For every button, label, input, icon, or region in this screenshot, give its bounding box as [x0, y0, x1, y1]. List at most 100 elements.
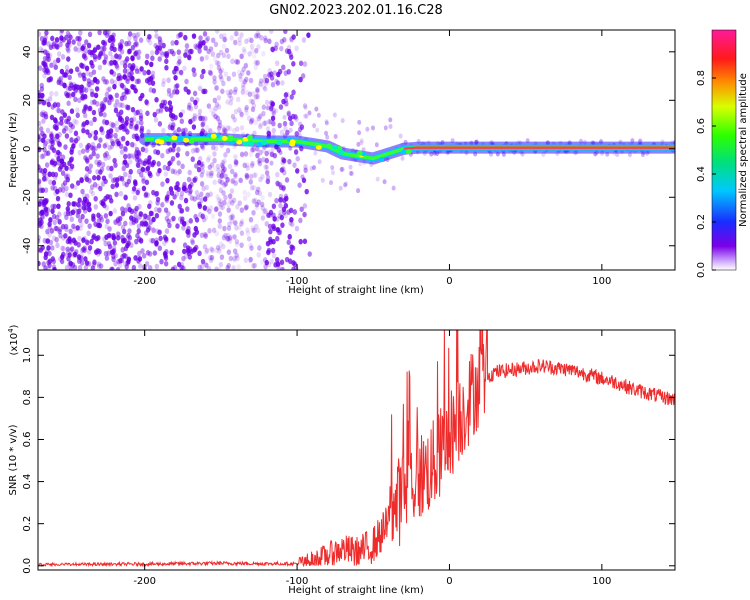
spectrogram-cell	[263, 37, 268, 44]
spectrogram-cell	[240, 70, 245, 76]
spectrogram-cell	[214, 85, 220, 91]
spectrogram-cell	[173, 65, 179, 72]
spectrogram-cell	[275, 235, 280, 242]
spectrogram-cell	[344, 181, 349, 187]
spectrogram-cell	[85, 70, 90, 76]
spectrogram-cell	[291, 89, 296, 96]
spectrogram-cell	[251, 53, 257, 59]
spectrogram-cell	[89, 238, 94, 245]
spectrogram-cell	[256, 227, 261, 234]
spectrogram-cell	[221, 43, 227, 50]
spectrogram-cell	[114, 120, 120, 127]
spectrogram-cell	[274, 60, 280, 66]
spectrogram-cell	[38, 234, 41, 241]
spectrogram-cell	[244, 38, 249, 45]
spectrogram-cell	[154, 237, 159, 243]
spectrogram-cell	[255, 152, 260, 159]
spectrogram-cell	[191, 33, 197, 39]
spectrogram-cell	[116, 258, 121, 265]
spectrogram-cell	[55, 133, 60, 140]
spectrogram-cell	[130, 106, 136, 113]
spectrogram-cell	[250, 98, 255, 105]
spectrogram-cell	[68, 157, 74, 163]
spectrogram-cell	[43, 254, 48, 261]
spectrogram-cell	[48, 239, 54, 246]
spectrogram-cell	[239, 242, 244, 248]
spectrogram-cell	[60, 170, 66, 176]
spectrogram-cell	[256, 159, 261, 165]
spectrogram-cell	[202, 243, 208, 250]
spectrogram-cell	[237, 200, 242, 206]
spectrogram-cell	[276, 229, 282, 236]
spectrogram-cell	[217, 119, 222, 125]
spectrogram-cell	[255, 146, 260, 152]
spectrogram-cell	[235, 203, 240, 210]
spectrogram-cell	[289, 54, 294, 60]
spectrogram-cell	[356, 141, 361, 147]
spectrogram-cell	[67, 42, 72, 49]
spectrogram-cell	[126, 153, 132, 160]
spectrogram-cell	[94, 159, 99, 165]
spectrogram-cell	[216, 95, 222, 101]
spectrogram-cell	[130, 44, 136, 51]
spectrogram-cell	[210, 51, 216, 57]
spectrogram-cell	[218, 68, 223, 75]
spectrogram-cell	[293, 114, 298, 120]
spectrogram-cell	[184, 187, 189, 194]
spectrogram-cell	[55, 107, 60, 114]
spectrogram-cell	[77, 72, 83, 79]
spectrogram-cell	[267, 38, 272, 45]
spectrogram-cell	[87, 223, 92, 229]
spectrogram-cell	[99, 125, 104, 132]
spectrogram-cell	[274, 108, 279, 114]
spectrogram-cell	[102, 45, 107, 52]
y-tick-label: 0.6	[22, 432, 33, 448]
spectrogram-cell	[214, 101, 220, 108]
spectrogram-cell	[148, 39, 153, 46]
spectrogram-cell	[278, 149, 283, 155]
spectrogram-cell	[187, 184, 193, 190]
spectrogram-cell	[185, 206, 190, 212]
spectrogram-cell	[186, 228, 191, 235]
spectrogram-cell	[231, 71, 237, 78]
spectrogram-cell	[82, 192, 87, 199]
spectrogram-cell	[256, 186, 261, 193]
spectrogram-cell	[325, 134, 330, 140]
spectrogram-cell	[192, 177, 197, 183]
spectrogram-cell	[214, 230, 219, 237]
spectrogram-cell	[85, 129, 90, 135]
spectrogram-cell	[140, 146, 146, 153]
spectrogram-cell	[183, 34, 188, 41]
spectrogram-cell	[212, 55, 218, 62]
spectrogram-cell	[67, 261, 72, 268]
x-tick-label: 0	[446, 576, 452, 587]
spectrogram-cell	[220, 160, 225, 166]
spectrogram-cell	[122, 68, 128, 74]
spectrogram-cell	[340, 118, 345, 124]
spectrogram-cell	[87, 178, 92, 184]
spectrogram-cell	[102, 152, 108, 159]
spectrogram-cell	[41, 153, 46, 159]
spectrogram-cell	[110, 140, 116, 147]
spectrogram-cell	[100, 45, 105, 52]
spectrogram-cell	[91, 234, 96, 241]
spectrogram-cell	[286, 239, 291, 246]
spectrogram-cell	[225, 232, 231, 239]
spectrogram-cell	[249, 43, 255, 50]
spectrogram-cell	[255, 30, 260, 37]
spectrogram-cell	[50, 208, 55, 214]
spectrogram-cell	[124, 40, 129, 47]
spectrogram-cell	[255, 152, 260, 159]
spectrogram-cell	[133, 180, 138, 187]
spectrogram-cell	[171, 237, 176, 243]
spectrogram-cell	[273, 45, 278, 52]
spectrogram-cell	[239, 125, 245, 131]
spectrogram-cell	[231, 179, 236, 186]
spectrogram-cell	[131, 264, 137, 270]
spectrogram-cell	[52, 219, 57, 226]
spectrogram-cell	[160, 152, 165, 159]
spectrogram-cell	[76, 40, 82, 47]
spectrogram-cell	[154, 190, 160, 197]
spectrogram-cell	[221, 160, 226, 166]
spectrogram-cell	[248, 98, 253, 104]
